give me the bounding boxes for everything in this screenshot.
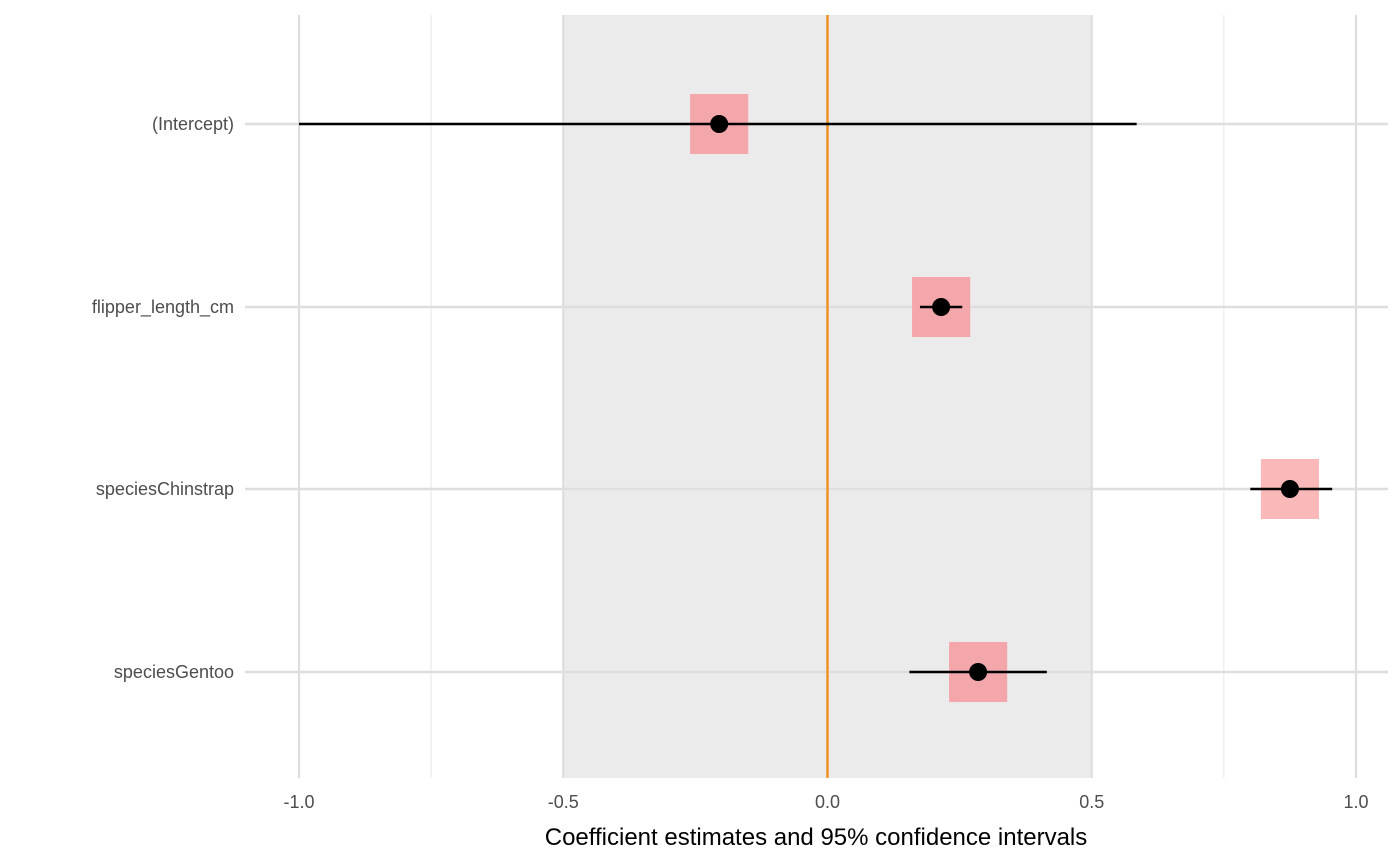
x-tick-label: -0.5 [548,792,579,812]
x-tick-label: 0.0 [815,792,840,812]
estimate-point [932,298,951,316]
y-tick-labels: (Intercept) flipper_length_cm speciesChins… [92,114,234,682]
marks-layer [299,94,1333,702]
y-tick-label: speciesGentoo [114,662,234,682]
estimate-point [1280,480,1299,498]
estimate-point [710,115,729,133]
x-tick-labels: -1.0 -0.5 0.0 0.5 1.0 [283,792,1368,812]
y-tick-label: speciesChinstrap [96,479,234,499]
x-tick-label: 0.5 [1079,792,1104,812]
y-tick-label: flipper_length_cm [92,297,234,318]
estimate-point [969,663,988,681]
y-tick-label: (Intercept) [152,114,234,134]
x-tick-label: 1.0 [1343,792,1368,812]
x-axis-title: Coefficient estimates and 95% confidence… [545,824,1088,851]
x-tick-label: -1.0 [283,792,314,812]
